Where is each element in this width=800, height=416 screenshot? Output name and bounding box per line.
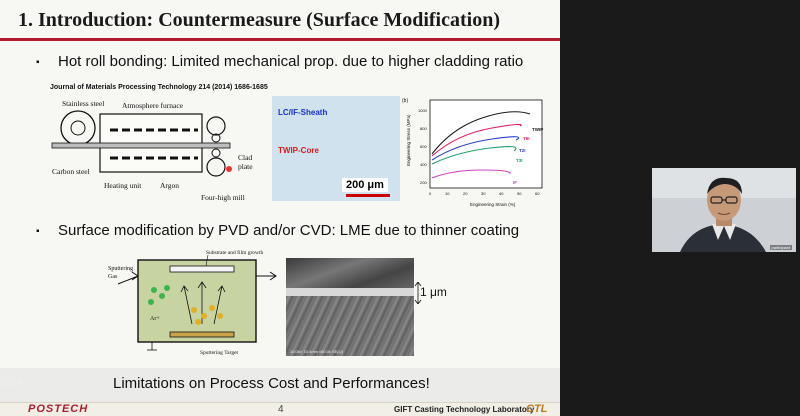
bullet-hot-roll: ▪ Hot roll bonding: Limited mechanical pr… (36, 53, 523, 70)
label-carbon: Carbon steel (52, 167, 90, 176)
bullet-hot-roll-text: Hot roll bonding: Limited mechanical pro… (58, 53, 524, 70)
roll-bonding-diagram: Stainless steel Atmosphere furnace Clad … (51, 99, 253, 202)
xtick-50: 50 (517, 191, 522, 196)
label-clad-1: Clad (238, 153, 252, 162)
participant-avatar (652, 168, 796, 252)
xtick-20: 20 (463, 191, 468, 196)
thickness-arrow-icon (414, 282, 422, 304)
panel-label: (b) (402, 98, 408, 104)
legend-if: IF (513, 180, 517, 185)
stress-strain-plot: (b) Engineering Stress (MPa) Engineering… (402, 98, 543, 207)
scale-label: 200 μm (342, 178, 388, 192)
argon-ion (159, 293, 165, 299)
slide-title: 1. Introduction: Countermeasure (Surface… (18, 9, 500, 31)
label-gas-2: Gas (108, 274, 118, 280)
sem-cross-section (286, 296, 414, 356)
roll-top-work (211, 133, 221, 143)
thickness-label: 1 μm (420, 285, 447, 299)
label-substrate: Substrate and film growth (206, 249, 264, 256)
label-stainless: Stainless steel (62, 99, 104, 108)
coil-core (70, 120, 86, 136)
sputtered-atom (191, 307, 197, 313)
participant-video-tile[interactable]: participant (652, 168, 796, 252)
label-target: Sputtering Target (200, 350, 239, 356)
postech-logo: POSTECH (28, 403, 89, 415)
label-clad-2: plate (238, 162, 253, 171)
vacuum-chamber (137, 259, 257, 343)
bullet-surface-mod-text: Surface modification by PVD and/or CVD: … (58, 222, 520, 239)
slide-footer: POSTECH 4 GIFT Casting Technology Labora… (0, 402, 560, 416)
label-heating: Heating unit (104, 181, 142, 190)
sem-coating (286, 288, 414, 296)
ytick-400: 400 (420, 162, 427, 167)
sputtered-atom (209, 305, 215, 311)
sputtered-atom (195, 319, 201, 325)
participant-name: participant (769, 245, 792, 250)
x-axis-label: Engineering Strain (%) (470, 202, 516, 207)
pointer-dot (226, 166, 232, 172)
bullet-marker-icon: ▪ (36, 225, 40, 237)
y-axis-label: Engineering Stress (MPa) (406, 114, 411, 166)
label-mill: Four-high mill (201, 193, 245, 202)
ctl-logo: CTL (526, 403, 548, 415)
argon-ion (164, 285, 170, 291)
sputtered-atom (201, 313, 207, 319)
substrate (169, 265, 235, 273)
flux-arrow-icon (180, 285, 193, 325)
bullet-marker-icon: ▪ (36, 56, 40, 68)
page-number: 4 (278, 404, 284, 415)
roll-bottom-work (211, 148, 221, 158)
label-argon: Argon (160, 181, 179, 190)
legend-t2i: T2I (519, 148, 526, 153)
curve-if (431, 169, 511, 179)
curve-t3i (431, 145, 517, 165)
sem-substrate-top (286, 258, 414, 288)
curve-t2i (431, 136, 520, 161)
ytick-1000: 1000 (418, 108, 428, 113)
ytick-200: 200 (420, 180, 427, 185)
curve-t6i (431, 123, 522, 157)
xtick-30: 30 (481, 191, 486, 196)
sputter-target (169, 331, 235, 338)
argon-ion (148, 299, 154, 305)
legend-twip: TWIP (532, 127, 543, 132)
sem-image: 10.0kV 10.4mm x50.0k SE(U) (286, 258, 414, 356)
label-furnace: Atmosphere furnace (122, 101, 184, 110)
side-number: 594 (0, 373, 24, 389)
sputtered-atom (217, 313, 223, 319)
journal-source: Journal of Materials Processing Technolo… (50, 84, 268, 91)
sputtering-diagram: Sputtering Gas Substrate and film growth… (108, 249, 277, 356)
summary-text: Limitations on Process Cost and Performa… (113, 375, 430, 392)
ytick-600: 600 (420, 144, 427, 149)
presentation-slide: 1. Introduction: Countermeasure (Surface… (0, 0, 560, 416)
title-divider (0, 38, 560, 41)
gas-arrow-icon (117, 271, 139, 285)
roll-top (206, 116, 226, 136)
legend-t3i: T3I (516, 158, 523, 163)
xtick-0: 0 (429, 191, 432, 196)
plate-strip (51, 142, 231, 149)
xtick-40: 40 (499, 191, 504, 196)
exhaust-arrow-icon (256, 271, 277, 281)
xtick-60: 60 (535, 191, 540, 196)
ytick-800: 800 (420, 126, 427, 131)
sem-caption: 10.0kV 10.4mm x50.0k SE(U) (290, 349, 343, 354)
summary-band (0, 368, 560, 402)
flux-arrow-icon (213, 285, 226, 325)
scale-bar (346, 194, 390, 197)
label-argon-ion: Ar+ (150, 316, 160, 322)
label-gas-1: Sputtering (108, 266, 133, 272)
core-label: TWIP-Core (278, 146, 319, 155)
legend-t6i: T6I (523, 136, 530, 141)
roll-bottom (206, 157, 226, 177)
xtick-10: 10 (445, 191, 450, 196)
argon-ion (151, 287, 157, 293)
micrograph-image: LC/IF-Sheath TWIP-Core 200 μm (272, 96, 400, 201)
stainless-coil (60, 110, 96, 146)
lab-name: GIFT Casting Technology Laboratory (394, 405, 535, 414)
curve-twip (431, 111, 531, 155)
bullet-surface-mod: ▪ Surface modification by PVD and/or CVD:… (36, 222, 519, 239)
sheath-label: LC/IF-Sheath (278, 108, 328, 117)
substrate-leader (205, 254, 209, 267)
